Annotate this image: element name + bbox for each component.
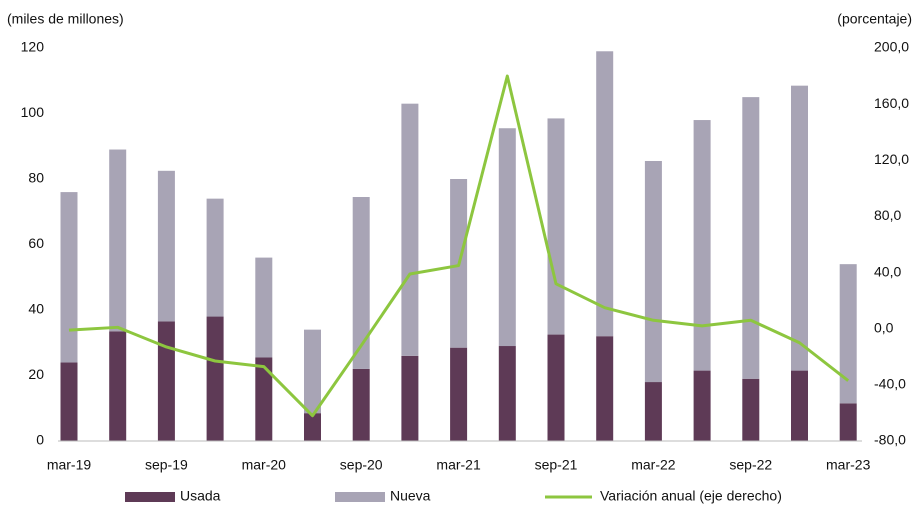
bar-segment bbox=[255, 257, 273, 358]
y2-axis-label: (porcentaje) bbox=[837, 11, 912, 27]
y-tick-label: 20 bbox=[28, 366, 44, 382]
y-tick-label: 120 bbox=[21, 39, 45, 55]
bar-segment bbox=[644, 382, 662, 441]
y-tick-label: 60 bbox=[28, 235, 44, 251]
y-tick-label: 40 bbox=[28, 301, 44, 317]
y2-tick-label: 120,0 bbox=[874, 151, 909, 167]
bar-segment bbox=[255, 357, 273, 441]
bar-segment bbox=[498, 128, 516, 347]
bar-segment bbox=[157, 321, 175, 441]
bar-segment bbox=[839, 264, 857, 404]
y-tick-label: 80 bbox=[28, 170, 44, 186]
bar-segment bbox=[791, 370, 808, 441]
bar-segment bbox=[401, 355, 419, 441]
y2-tick-label: -40,0 bbox=[874, 376, 906, 392]
x-tick-label: sep-19 bbox=[145, 457, 188, 473]
legend-label: Nueva bbox=[390, 488, 431, 504]
bar-segment bbox=[742, 378, 760, 441]
x-tick-label: sep-21 bbox=[535, 457, 578, 473]
legend-swatch bbox=[335, 492, 385, 502]
y-tick-label: 100 bbox=[21, 104, 45, 120]
bar-segment bbox=[450, 347, 468, 441]
bar-segment bbox=[498, 346, 516, 441]
bar-segment bbox=[596, 336, 614, 441]
bar-segment bbox=[401, 103, 419, 356]
legend-label: Variación anual (eje derecho) bbox=[600, 488, 782, 504]
bar-segment bbox=[742, 97, 760, 379]
bar-segment bbox=[596, 51, 614, 337]
y2-tick-label: 160,0 bbox=[874, 95, 909, 111]
y-tick-label: 0 bbox=[36, 432, 44, 448]
x-tick-label: mar-22 bbox=[631, 457, 676, 473]
bar-segment bbox=[60, 362, 78, 441]
bar-segment bbox=[304, 413, 321, 441]
y2-tick-label: 0,0 bbox=[874, 319, 894, 335]
y2-tick-label: 80,0 bbox=[874, 207, 901, 223]
line-series bbox=[68, 74, 850, 418]
bar-segment bbox=[352, 368, 370, 441]
bar-segment bbox=[644, 160, 662, 383]
bar-segment bbox=[839, 403, 857, 441]
x-tick-label: sep-20 bbox=[340, 457, 383, 473]
bar-segment bbox=[693, 370, 711, 441]
x-tick-label: mar-19 bbox=[47, 457, 92, 473]
x-tick-label: mar-20 bbox=[242, 457, 287, 473]
bar-segment bbox=[693, 120, 711, 371]
bar-segment bbox=[547, 334, 565, 441]
legend-swatch bbox=[125, 492, 175, 502]
bar-segment bbox=[791, 85, 808, 371]
y2-tick-label: 40,0 bbox=[874, 263, 901, 279]
bar-segment bbox=[109, 331, 127, 441]
bar-segment bbox=[206, 198, 224, 317]
bar-segment bbox=[304, 329, 321, 414]
bar-segment bbox=[60, 192, 78, 363]
x-tick-label: mar-23 bbox=[826, 457, 871, 473]
bar-segment bbox=[206, 316, 224, 441]
x-tick-label: sep-22 bbox=[729, 457, 772, 473]
y-axis-label: (miles de millones) bbox=[7, 11, 124, 27]
bar-segment bbox=[109, 149, 127, 332]
bar-segment bbox=[157, 170, 175, 322]
y2-tick-label: 200,0 bbox=[874, 39, 909, 55]
y2-tick-label: -80,0 bbox=[874, 432, 906, 448]
x-tick-label: mar-21 bbox=[436, 457, 481, 473]
legend-label: Usada bbox=[180, 488, 221, 504]
bar-segment bbox=[352, 197, 370, 369]
bar-segment bbox=[547, 118, 565, 335]
